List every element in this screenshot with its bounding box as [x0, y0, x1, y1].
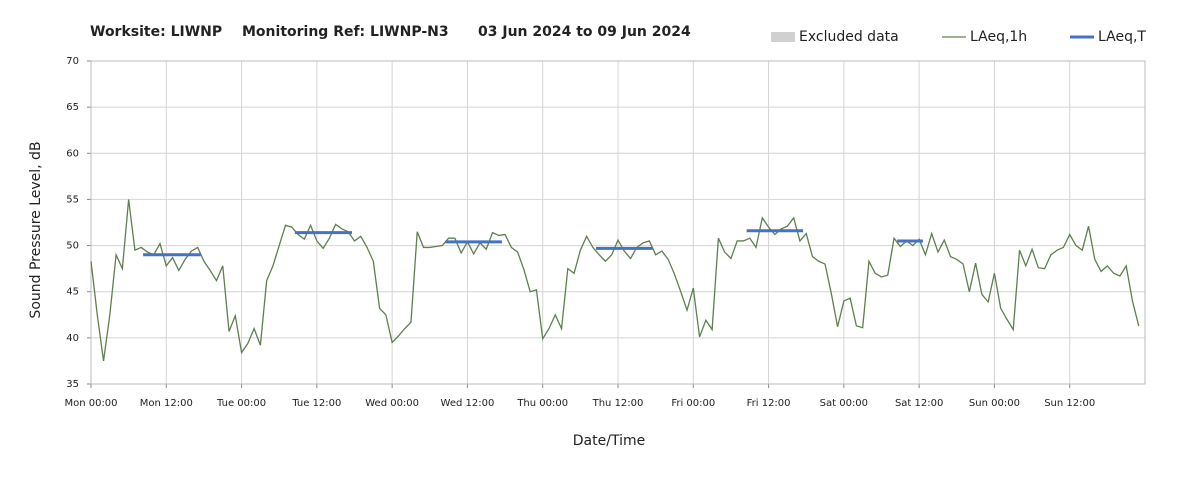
x-tick-label: Mon 12:00	[140, 398, 193, 409]
x-axis-label: Date/Time	[573, 433, 645, 449]
y-tick-label: 40	[66, 333, 79, 344]
y-axis-label: Sound Pressure Level, dB	[28, 141, 44, 318]
y-tick-label: 70	[66, 56, 79, 67]
chart-title: 03 Jun 2024 to 09 Jun 2024	[478, 24, 691, 40]
y-tick-label: 55	[66, 194, 79, 205]
chart-title: Worksite: LIWNP	[90, 24, 222, 40]
legend-label: LAeq,1h	[970, 29, 1027, 45]
x-tick-label: Wed 00:00	[365, 398, 419, 409]
x-tick-label: Sun 12:00	[1044, 398, 1095, 409]
x-tick-label: Mon 00:00	[64, 398, 117, 409]
y-tick-label: 45	[66, 287, 79, 298]
plot-border	[90, 60, 1146, 385]
y-tick-label: 60	[66, 148, 79, 159]
series-line	[90, 199, 1140, 362]
x-tick-label: Tue 00:00	[216, 398, 266, 409]
y-tick-label: 65	[66, 102, 79, 113]
x-tick-label: Sat 12:00	[895, 398, 943, 409]
x-tick-label: Sat 00:00	[820, 398, 868, 409]
chart-title: Monitoring Ref: LIWNP-N3	[242, 24, 449, 40]
y-tick-label: 50	[66, 241, 79, 252]
x-tick-label: Fri 00:00	[671, 398, 715, 409]
x-tick-label: Fri 12:00	[747, 398, 791, 409]
x-tick-label: Tue 12:00	[291, 398, 341, 409]
x-tick-label: Sun 00:00	[969, 398, 1020, 409]
y-tick-label: 35	[66, 379, 79, 390]
legend-swatch	[771, 32, 795, 42]
legend-label: Excluded data	[799, 29, 899, 45]
x-tick-label: Wed 12:00	[441, 398, 495, 409]
legend-label: LAeq,T	[1098, 29, 1146, 45]
x-tick-label: Thu 00:00	[516, 398, 568, 409]
x-tick-label: Thu 12:00	[592, 398, 644, 409]
